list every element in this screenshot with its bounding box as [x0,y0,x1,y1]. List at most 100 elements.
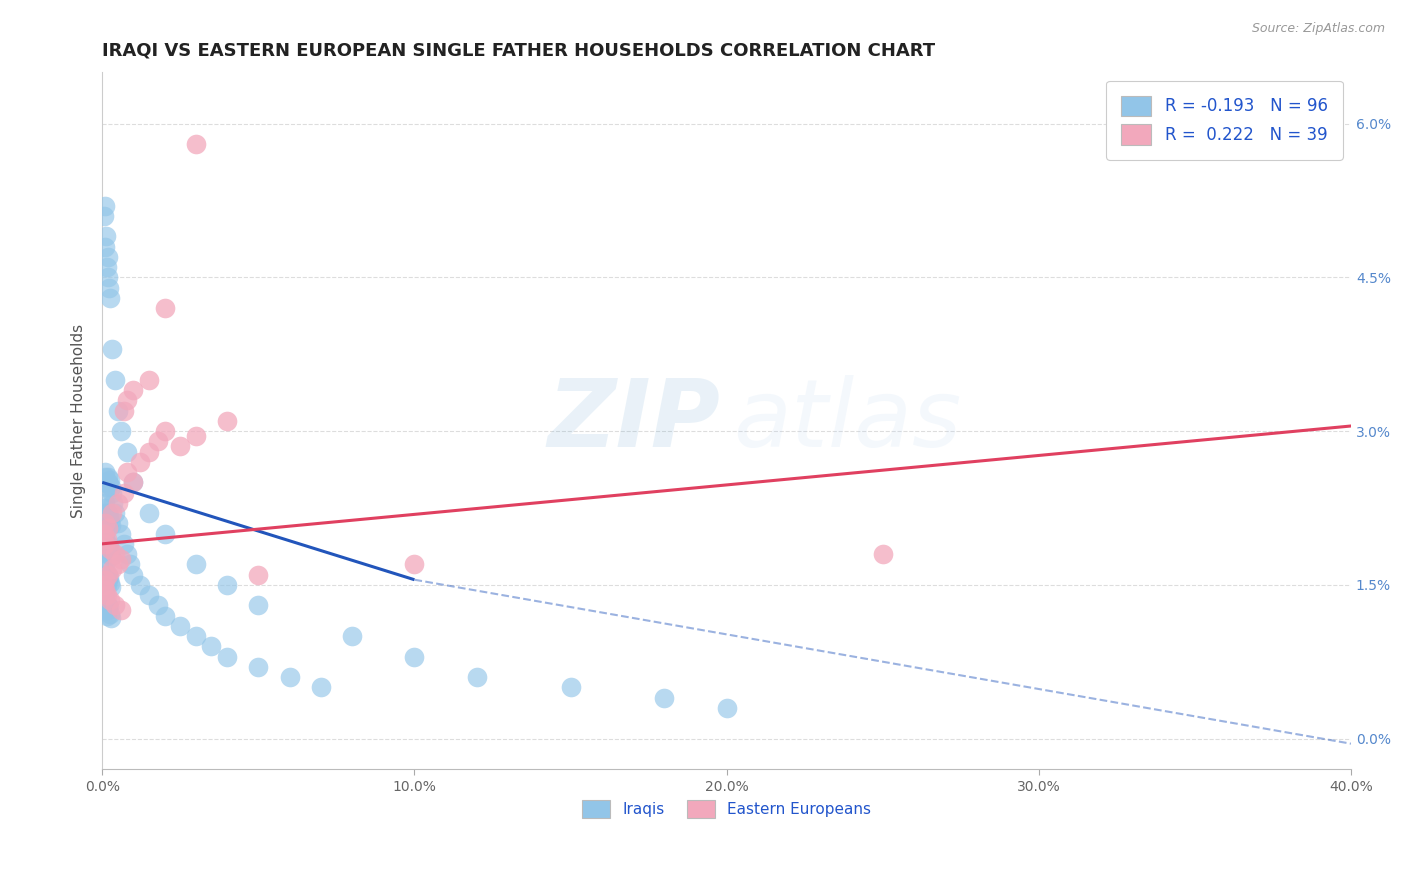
Point [112,485,135,500]
Point [247,567,270,582]
Point [96,532,118,546]
Point [96,588,118,602]
Point [93,506,115,520]
Point [138,506,160,520]
Point [94,558,117,572]
Point [96,260,118,274]
Text: Source: ZipAtlas.com: Source: ZipAtlas.com [1251,22,1385,36]
Point [184,558,207,572]
Text: ZIP: ZIP [547,375,720,467]
Point [97,541,120,556]
Point [97,567,120,582]
Point [110,526,132,541]
Point [97,470,120,484]
Point [110,552,132,566]
Point [100,485,122,500]
Point [97,537,120,551]
Point [153,608,176,623]
Point [112,537,135,551]
Point [98,539,121,553]
Point [98,477,121,491]
Point [94,603,117,617]
Point [94,465,117,479]
Point [247,660,270,674]
Point [107,403,129,417]
Point [107,496,129,510]
Point [115,465,138,479]
Point [100,610,122,624]
Point [97,250,120,264]
Point [872,547,894,561]
Point [184,429,207,443]
Point [104,599,127,613]
Point [98,541,121,556]
Point [93,582,115,597]
Point [93,500,115,515]
Point [98,607,121,621]
Point [340,629,363,643]
Point [93,537,115,551]
Point [97,270,120,285]
Point [98,593,121,607]
Point [110,424,132,438]
Point [93,593,115,607]
Point [115,393,138,408]
Point [93,526,115,541]
Point [98,545,121,559]
Point [94,475,117,490]
Point [153,526,176,541]
Point [169,619,191,633]
Point [652,690,675,705]
Point [97,475,120,490]
Point [100,518,122,533]
Point [104,547,127,561]
Point [560,681,582,695]
Point [247,599,270,613]
Point [96,578,118,592]
Point [217,649,239,664]
Point [138,373,160,387]
Point [184,629,207,643]
Point [278,670,301,684]
Point [122,475,145,490]
Point [98,514,121,528]
Point [100,506,122,520]
Point [97,599,120,613]
Text: atlas: atlas [733,376,962,467]
Point [104,506,127,520]
Point [94,240,117,254]
Point [98,575,121,590]
Point [98,508,121,523]
Point [93,578,115,592]
Point [94,496,117,510]
Point [100,481,122,495]
Point [112,403,135,417]
Point [98,600,121,615]
Point [110,603,132,617]
Point [98,280,121,294]
Point [93,567,115,582]
Point [217,414,239,428]
Point [101,496,124,510]
Point [716,701,738,715]
Point [120,558,142,572]
Point [98,569,121,583]
Point [94,229,117,244]
Point [93,470,115,484]
Point [169,440,191,454]
Point [104,373,127,387]
Point [115,547,138,561]
Point [100,562,122,576]
Point [138,588,160,602]
Point [100,580,122,594]
Point [115,444,138,458]
Point [200,640,222,654]
Point [93,199,115,213]
Point [184,137,207,152]
Point [138,444,160,458]
Point [148,599,170,613]
Point [153,424,176,438]
Y-axis label: Single Father Households: Single Father Households [72,324,86,518]
Point [98,473,121,487]
Point [97,506,120,520]
